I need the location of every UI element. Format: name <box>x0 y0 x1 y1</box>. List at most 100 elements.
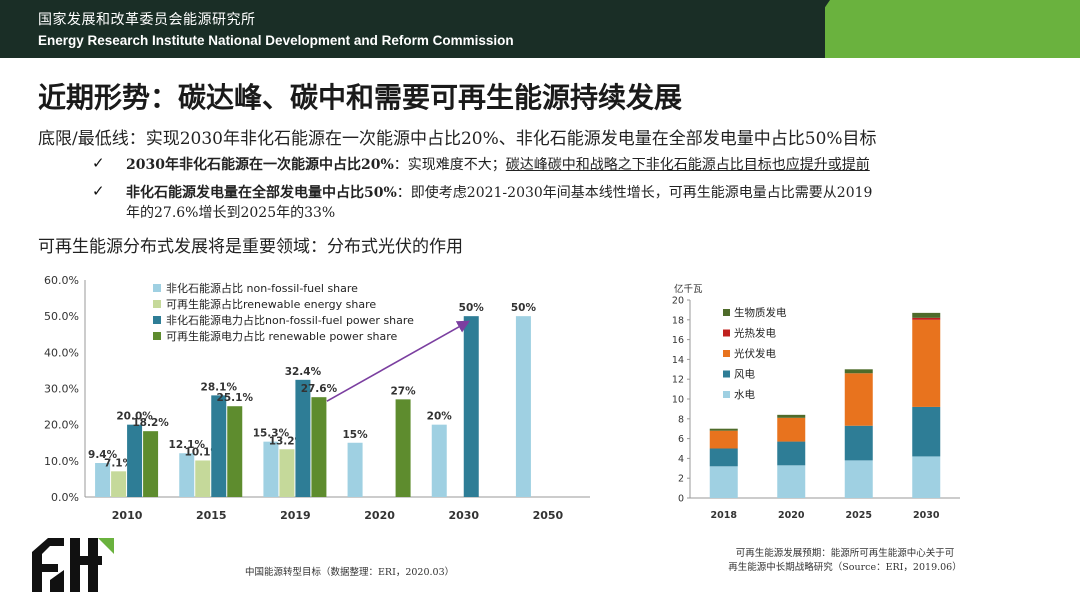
legend-label: 非化石能源电力占比non-fossil-fuel power share <box>166 313 414 327</box>
y-tick-label: 10.0% <box>44 455 79 468</box>
legend-swatch <box>153 300 161 308</box>
bar <box>179 453 195 497</box>
legend-label: 非化石能源占比 non-fossil-fuel share <box>166 281 358 295</box>
stacked-bar-segment <box>777 417 806 442</box>
legend-swatch <box>723 350 730 357</box>
bullet-1-underline: 碳达峰碳中和战略之下非化石能源占比目标也应提升或提前 <box>505 157 870 173</box>
legend-swatch <box>153 284 161 292</box>
slide-line-1: 底限/最低线：实现2030年非化石能源在一次能源中占比20%、非化石能源发电量在… <box>38 129 877 149</box>
y-tick-label: 10 <box>672 395 684 406</box>
stacked-bar-segment <box>844 373 873 426</box>
bar <box>347 442 363 497</box>
y-tick-label: 8 <box>678 414 684 425</box>
data-label: 20% <box>427 411 453 423</box>
y-axis-label: 亿千瓦 <box>674 283 703 295</box>
x-tick-label: 2015 <box>196 509 227 522</box>
bar <box>143 431 159 497</box>
data-label: 50% <box>511 302 537 314</box>
bar <box>111 471 127 497</box>
bar <box>279 449 295 497</box>
y-tick-label: 50.0% <box>44 310 79 323</box>
legend-swatch <box>723 329 730 337</box>
x-tick-label: 2019 <box>280 509 311 522</box>
slide-title: 近期形势：碳达峰、碳中和需要可再生能源持续发展 <box>38 81 683 114</box>
legend-label: 风电 <box>734 368 755 381</box>
legend-swatch <box>723 309 730 316</box>
bar <box>211 395 227 497</box>
x-tick-label: 2020 <box>778 510 805 521</box>
stacked-bar-segment <box>777 441 806 466</box>
stacked-bar-segment <box>912 312 941 318</box>
data-label: 28.1% <box>201 381 238 393</box>
y-tick-label: 2 <box>678 474 684 485</box>
y-tick-label: 30.0% <box>44 383 79 396</box>
stacked-bar-segment <box>844 460 873 498</box>
data-label: 9.4% <box>88 449 118 461</box>
header-bar: 国家发展和改革委员会能源研究所 Energy Research Institut… <box>0 0 1080 58</box>
stacked-bar-segment <box>912 319 941 407</box>
bullet-2-text: ：即使考虑2021-2030年间基本线性增长，可再生能源电量占比需要从2019 <box>396 185 873 201</box>
stacked-bar-segment <box>709 466 738 498</box>
legend-label: 光热发电 <box>734 327 776 340</box>
x-tick-label: 2050 <box>533 509 564 522</box>
caption-left: 中国能源转型目标（数据整理：ERI，2020.03） <box>245 567 455 578</box>
legend-swatch <box>723 391 730 398</box>
legend-swatch <box>153 332 161 340</box>
legend-label: 可再生能源电力占比 renewable power share <box>166 329 398 343</box>
data-label: 18.2% <box>132 417 169 429</box>
data-label: 20.0% <box>116 411 153 423</box>
bar <box>195 460 211 497</box>
bar <box>263 441 279 497</box>
x-tick-label: 2030 <box>448 509 479 522</box>
bar <box>295 379 311 497</box>
data-label: 7.1% <box>104 457 134 469</box>
bullet-1: 2030年非化石能源在一次能源中占比20%：实现难度不大；碳达峰碳中和战略之下非… <box>126 155 870 175</box>
bar <box>515 316 531 497</box>
stacked-bar-segment <box>844 369 873 374</box>
data-label: 27% <box>391 385 417 397</box>
stacked-bar-segment <box>709 430 738 449</box>
x-tick-label: 2025 <box>846 510 872 521</box>
check-icon: ✓ <box>92 154 105 172</box>
check-icon: ✓ <box>92 182 105 200</box>
slide-sub-title: 可再生能源分布式发展将是重要领域：分布式光伏的作用 <box>38 237 463 257</box>
legend-label: 可再生能源占比renewable energy share <box>166 297 376 311</box>
y-tick-label: 60.0% <box>44 274 79 287</box>
legend-swatch <box>723 370 730 378</box>
y-tick-label: 6 <box>678 434 684 445</box>
bar <box>463 316 479 497</box>
data-label: 15% <box>343 429 369 441</box>
y-tick-label: 20 <box>672 296 684 307</box>
legend-label: 水电 <box>734 388 755 401</box>
data-label: 12.1% <box>169 439 206 451</box>
chart-renewable-capacity: 亿千瓦 0 2 4 6 8 10 12 14 16 18 20 2018 2020 2025 2030 生物质发… <box>672 283 960 521</box>
stacked-bar-segment <box>912 406 941 457</box>
y-tick-label: 16 <box>672 335 684 346</box>
data-label: 15.3% <box>253 428 290 440</box>
x-tick-label: 2010 <box>112 509 143 522</box>
data-label: 50% <box>459 302 485 314</box>
bullet-2: 非化石能源发电量在全部发电量中占比50%：即使考虑2021-2030年间基本线性… <box>126 183 1056 223</box>
header-green-band <box>825 0 1080 58</box>
trend-arrow <box>326 320 471 402</box>
caption-right-line-1: 可再生能源发展预期：能源所可再生能源中心关于可 <box>735 548 955 559</box>
header-slant <box>790 0 830 58</box>
header-dark-band <box>0 0 825 58</box>
org-name-en: Energy Research Institute National Devel… <box>38 33 514 48</box>
y-tick-label: 20.0% <box>44 419 79 432</box>
bar <box>395 399 411 497</box>
bar <box>127 424 143 497</box>
bullet-1-bold: 2030年非化石能源在一次能源中占比20% <box>126 157 394 173</box>
caption-right-line-2: 再生能源中长期战略研究（Source：ERI，2019.06） <box>728 562 962 573</box>
y-tick-label: 18 <box>672 315 684 326</box>
legend-label: 生物质发电 <box>734 306 787 319</box>
bar <box>431 424 447 497</box>
y-tick-label: 0.0% <box>51 491 79 504</box>
stacked-bar-segment <box>912 317 941 320</box>
stacked-bar-segment <box>709 428 738 431</box>
bullet-2-bold: 非化石能源发电量在全部发电量中占比50% <box>126 185 397 201</box>
y-tick-label: 14 <box>672 355 684 366</box>
stacked-bar-segment <box>844 425 873 461</box>
legend-swatch <box>153 316 161 324</box>
y-tick-label: 12 <box>672 375 684 386</box>
